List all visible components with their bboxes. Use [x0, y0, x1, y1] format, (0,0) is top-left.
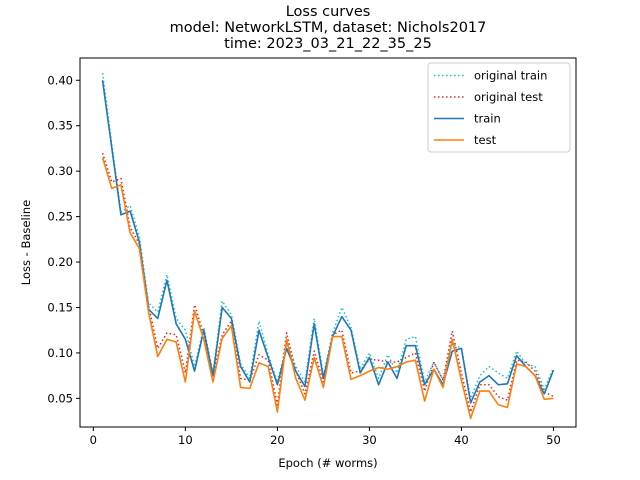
series-layer: [101, 72, 555, 420]
plot-frame: [79, 57, 577, 428]
legend-label: test: [474, 133, 497, 147]
series-line-original-train: [101, 72, 555, 400]
legend: original train original test train test: [427, 62, 571, 153]
x-tick-label: 10: [178, 433, 193, 447]
legend-label: original train: [474, 69, 547, 83]
legend-label: train: [474, 112, 501, 126]
x-tick-label: 0: [90, 433, 97, 447]
y-tick-label: 0.25: [47, 210, 73, 224]
y-tick-label: 0.05: [47, 391, 73, 405]
x-tick-label: 20: [270, 433, 285, 447]
chart-title-line-3: time: 2023_03_21_22_35_25: [224, 36, 432, 52]
x-axis-ticks: 0 10 20 30 40 50: [90, 427, 561, 447]
x-tick-label: 50: [546, 433, 561, 447]
y-tick-label: 0.40: [47, 73, 73, 87]
y-tick-label: 0.10: [47, 346, 73, 360]
x-tick-label: 40: [454, 433, 469, 447]
y-tick-label: 0.35: [47, 119, 73, 133]
legend-label: original test: [474, 90, 543, 104]
series-line-train: [101, 80, 555, 404]
chart-title-line-2: model: NetworkLSTM, dataset: Nichols2017: [170, 20, 487, 36]
y-axis-ticks: 0.05 0.10 0.15 0.20 0.25 0.30 0.35 0.40: [47, 73, 80, 405]
x-axis-label: Epoch (# worms): [278, 456, 377, 470]
y-tick-label: 0.15: [47, 300, 73, 314]
x-tick-label: 30: [362, 433, 377, 447]
legend-box: [427, 62, 571, 153]
series-line-original-test: [101, 152, 554, 413]
series-line-test: [101, 157, 554, 420]
chart-title-line-1: Loss curves: [286, 4, 371, 20]
y-axis-label: Loss - Baseline: [19, 200, 33, 285]
y-tick-label: 0.30: [47, 164, 73, 178]
y-tick-label: 0.20: [47, 255, 73, 269]
